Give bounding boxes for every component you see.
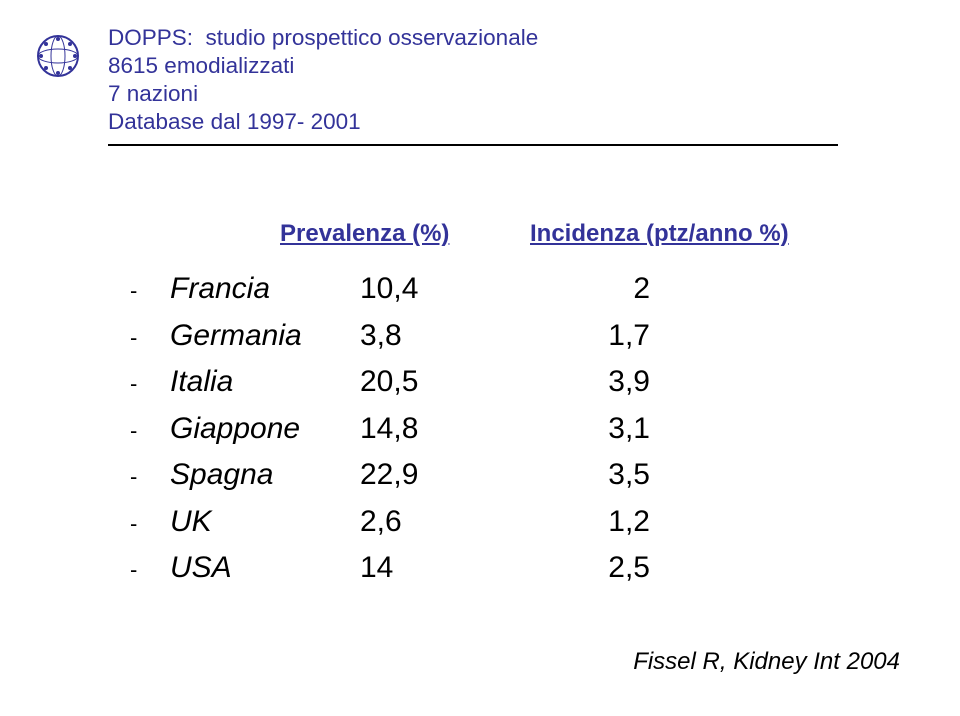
column-headers: Prevalenza (%) Incidenza (ptz/anno %) [130,220,850,256]
country-cell: Giappone [170,406,360,453]
prevalenza-cell: 20,5 [360,359,530,406]
country-cell: Italia [170,359,360,406]
prevalenza-cell: 3,8 [360,313,530,360]
list-dash: - [130,315,170,355]
country-cell: Spagna [170,452,360,499]
country-cell: Francia [170,266,360,313]
citation: Fissel R, Kidney Int 2004 [633,648,900,676]
header-line-4: Database dal 1997- 2001 [108,108,868,136]
incidenza-cell: 1,7 [530,313,650,360]
list-dash: - [130,454,170,494]
header-line-1: DOPPS: studio prospettico osservazionale [108,24,868,52]
header-line-3: 7 nazioni [108,80,868,108]
country-cell: Germania [170,313,360,360]
table-row: -Italia20,53,9 [130,359,850,406]
prevalenza-cell: 2,6 [360,499,530,546]
bullet-sphere-icon [36,34,80,78]
slide: DOPPS: studio prospettico osservazionale… [0,0,960,716]
incidenza-cell: 3,9 [530,359,650,406]
prevalenza-cell: 14,8 [360,406,530,453]
header-rule [108,144,838,146]
list-dash: - [130,501,170,541]
incidenza-cell: 3,5 [530,452,650,499]
header-line-2: 8615 emodializzati [108,52,868,80]
incidenza-cell: 3,1 [530,406,650,453]
data-table: Prevalenza (%) Incidenza (ptz/anno %) -F… [130,220,850,592]
table-row: -UK2,61,2 [130,499,850,546]
list-dash: - [130,268,170,308]
table-row: -Francia10,42 [130,266,850,313]
table-row: -USA142,5 [130,545,850,592]
col-header-prevalenza: Prevalenza (%) [280,220,449,248]
col-header-incidenza: Incidenza (ptz/anno %) [530,220,789,248]
header-block: DOPPS: studio prospettico osservazionale… [108,24,868,137]
incidenza-cell: 1,2 [530,499,650,546]
list-dash: - [130,547,170,587]
country-cell: UK [170,499,360,546]
list-dash: - [130,361,170,401]
prevalenza-cell: 22,9 [360,452,530,499]
list-dash: - [130,408,170,448]
incidenza-cell: 2 [530,266,650,313]
table-row: -Spagna22,93,5 [130,452,850,499]
incidenza-cell: 2,5 [530,545,650,592]
prevalenza-cell: 10,4 [360,266,530,313]
table-row: -Giappone14,83,1 [130,406,850,453]
country-cell: USA [170,545,360,592]
prevalenza-cell: 14 [360,545,530,592]
table-row: -Germania3,81,7 [130,313,850,360]
table-rows: -Francia10,42-Germania3,81,7-Italia20,53… [130,266,850,592]
